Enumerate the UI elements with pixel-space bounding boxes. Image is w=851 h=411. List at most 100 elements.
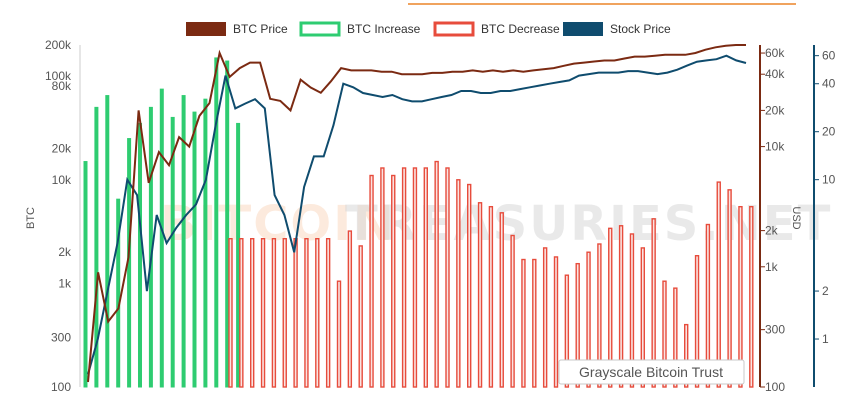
bar-decrease[interactable] bbox=[532, 258, 537, 388]
company-label: Grayscale Bitcoin Trust bbox=[579, 364, 723, 380]
y-right-usd-tick-label: 300 bbox=[765, 323, 785, 337]
bar-decrease[interactable] bbox=[239, 238, 244, 388]
y-axis-right-usd: 100 300 1k 2k 10k 20k 40k 60k bbox=[759, 45, 785, 394]
btc-price-line[interactable] bbox=[87, 44, 746, 383]
legend-label: BTC Increase bbox=[347, 22, 421, 36]
bar-decrease[interactable] bbox=[228, 238, 233, 388]
bar-increase[interactable] bbox=[214, 57, 219, 388]
bar-decrease[interactable] bbox=[336, 280, 342, 388]
bar-increase[interactable] bbox=[105, 95, 110, 388]
bar-increase[interactable] bbox=[94, 106, 99, 388]
bar-decrease[interactable] bbox=[271, 238, 277, 388]
bar-increase[interactable] bbox=[192, 111, 197, 388]
bar-decrease[interactable] bbox=[347, 230, 353, 388]
company-label-box: Grayscale Bitcoin Trust bbox=[558, 359, 745, 385]
bar-decrease[interactable] bbox=[499, 212, 504, 388]
bar-decrease[interactable] bbox=[510, 234, 515, 388]
bar-decrease[interactable] bbox=[260, 238, 266, 388]
bar-decrease[interactable] bbox=[618, 225, 624, 388]
bar-decrease[interactable] bbox=[521, 258, 526, 388]
legend-item-stock-price[interactable]: Stock Price bbox=[563, 22, 671, 36]
bar-decrease[interactable] bbox=[749, 205, 754, 388]
bar-decrease[interactable] bbox=[597, 243, 602, 388]
bars-btc-increase bbox=[83, 57, 241, 388]
bar-decrease[interactable] bbox=[662, 280, 667, 388]
y-right-usd-tick-label: 40k bbox=[765, 67, 785, 81]
bar-decrease[interactable] bbox=[423, 167, 428, 388]
bars-btc-decrease bbox=[228, 160, 754, 388]
bar-decrease[interactable] bbox=[738, 205, 743, 388]
bar-decrease[interactable] bbox=[304, 238, 309, 388]
y-right-usd-tick-label: 20k bbox=[765, 103, 785, 117]
bar-decrease[interactable] bbox=[640, 247, 645, 388]
legend-label: BTC Decrease bbox=[481, 22, 560, 36]
bar-increase[interactable] bbox=[225, 60, 230, 388]
bar-decrease[interactable] bbox=[694, 255, 700, 388]
legend-swatch bbox=[563, 22, 603, 36]
bar-decrease[interactable] bbox=[325, 238, 331, 388]
y-right-usd-tick-label: 100 bbox=[765, 380, 785, 394]
bar-decrease[interactable] bbox=[369, 174, 374, 388]
legend-item-btc-decrease[interactable]: BTC Decrease bbox=[433, 21, 560, 37]
stock-price-line[interactable] bbox=[87, 54, 747, 375]
bar-decrease[interactable] bbox=[467, 183, 472, 388]
bar-decrease[interactable] bbox=[684, 323, 689, 388]
bar-decrease[interactable] bbox=[586, 251, 591, 388]
bar-increase[interactable] bbox=[170, 116, 175, 388]
bar-decrease[interactable] bbox=[727, 189, 732, 388]
y-left-tick-label: 100k bbox=[45, 69, 72, 83]
legend-label: BTC Price bbox=[233, 22, 288, 36]
bar-decrease[interactable] bbox=[358, 245, 363, 388]
y-right-stock-tick-label: 1 bbox=[822, 332, 829, 346]
bar-increase[interactable] bbox=[138, 122, 142, 388]
bar-decrease[interactable] bbox=[401, 167, 407, 388]
legend-swatch bbox=[433, 21, 475, 37]
y-left-tick-label: 80k bbox=[52, 79, 72, 93]
bar-increase[interactable] bbox=[203, 98, 208, 388]
bar-decrease[interactable] bbox=[434, 160, 439, 388]
bar-decrease[interactable] bbox=[673, 287, 678, 388]
bar-decrease[interactable] bbox=[391, 174, 396, 388]
bar-decrease[interactable] bbox=[705, 223, 711, 388]
price-lines bbox=[87, 44, 747, 383]
bar-decrease[interactable] bbox=[488, 205, 494, 388]
bar-decrease[interactable] bbox=[293, 238, 298, 388]
legend-label: Stock Price bbox=[610, 22, 671, 36]
bar-decrease[interactable] bbox=[249, 238, 255, 388]
watermark-left: BITCOIN bbox=[160, 196, 395, 252]
bar-increase[interactable] bbox=[83, 161, 88, 388]
bar-decrease[interactable] bbox=[716, 181, 721, 388]
bar-increase[interactable] bbox=[116, 198, 121, 388]
bar-decrease[interactable] bbox=[456, 179, 461, 388]
bar-decrease[interactable] bbox=[315, 238, 320, 388]
bar-decrease[interactable] bbox=[651, 218, 656, 388]
bar-decrease[interactable] bbox=[412, 167, 418, 388]
legend: BTC Price BTC Increase BTC Decrease Stock P… bbox=[186, 21, 671, 37]
y-axis-right-stock: 1 2 10 20 40 60 bbox=[813, 45, 836, 387]
y-right-stock-tick-label: 2 bbox=[822, 284, 829, 298]
bar-decrease[interactable] bbox=[380, 167, 385, 388]
bar-increase[interactable] bbox=[181, 95, 186, 388]
bar-decrease[interactable] bbox=[282, 238, 287, 388]
y-right-stock-tick-label: 10 bbox=[822, 173, 836, 187]
legend-swatch bbox=[299, 21, 341, 37]
bar-decrease[interactable] bbox=[575, 262, 580, 388]
bar-increase[interactable] bbox=[159, 88, 164, 388]
bar-decrease[interactable] bbox=[629, 233, 635, 388]
bar-decrease[interactable] bbox=[564, 274, 570, 388]
legend-item-btc-increase[interactable]: BTC Increase bbox=[299, 21, 421, 37]
y-left-tick-label: 100 bbox=[51, 380, 71, 394]
bar-decrease[interactable] bbox=[477, 202, 483, 388]
bar-decrease[interactable] bbox=[445, 167, 450, 388]
bar-decrease[interactable] bbox=[608, 227, 613, 388]
y-right-usd-tick-label: 2k bbox=[765, 224, 779, 238]
bar-decrease[interactable] bbox=[542, 247, 548, 388]
y-axis-left-title: BTC bbox=[25, 207, 37, 229]
y-right-usd-tick-label: 60k bbox=[765, 46, 785, 60]
y-left-tick-label: 200k bbox=[45, 38, 72, 52]
bar-decrease[interactable] bbox=[553, 256, 559, 388]
legend-item-btc-price[interactable]: BTC Price bbox=[186, 22, 288, 36]
